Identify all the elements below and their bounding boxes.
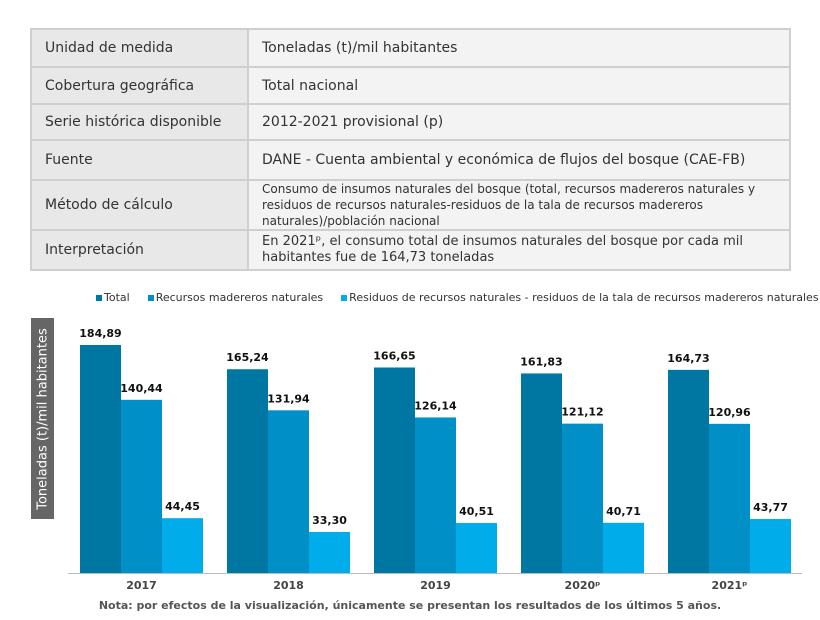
- data-label-total: 164,73: [667, 352, 709, 365]
- data-label-residuos: 44,45: [165, 500, 200, 513]
- data-label-total: 161,83: [520, 355, 562, 368]
- data-label-recursos: 121,12: [561, 406, 603, 419]
- data-label-recursos: 120,96: [708, 406, 751, 419]
- bar-recursos-2: [415, 417, 456, 573]
- bar-recursos-0: [121, 399, 162, 573]
- info-row-fuente: Fuente DANE - Cuenta ambiental y económi…: [30, 139, 791, 181]
- x-tick-label: 2020ᵖ: [565, 579, 601, 592]
- info-value: 2012-2021 provisional (p): [247, 103, 791, 141]
- x-tick-label: 2017: [126, 579, 157, 592]
- data-label-total: 165,24: [226, 351, 269, 364]
- info-value: Consumo de insumos naturales del bosque …: [247, 179, 791, 231]
- info-row-serie: Serie histórica disponible 2012-2021 pro…: [30, 103, 791, 141]
- x-tick-label: 2019: [420, 579, 451, 592]
- legend-swatch-recursos: [147, 294, 154, 301]
- info-value: En 2021ᵖ, el consumo total de insumos na…: [247, 229, 791, 271]
- data-label-residuos: 33,30: [312, 514, 347, 527]
- y-axis-label-box: Toneladas (t)/mil habitantes: [31, 318, 54, 519]
- info-label: Fuente: [30, 139, 249, 181]
- x-tick-label: 2021ᵖ: [712, 579, 748, 592]
- bar-recursos-3: [562, 423, 603, 573]
- chart-note: Nota: por efectos de la visualización, ú…: [98, 599, 722, 612]
- bar-residuos-1: [309, 531, 350, 573]
- bar-residuos-4: [750, 519, 791, 573]
- info-label: Interpretación: [30, 229, 249, 271]
- data-label-residuos: 40,51: [459, 505, 494, 518]
- data-label-total: 166,65: [373, 349, 415, 362]
- info-row-cobertura: Cobertura geográfica Total nacional: [30, 66, 791, 105]
- data-label-residuos: 43,77: [753, 501, 788, 514]
- info-value: DANE - Cuenta ambiental y económica de f…: [247, 139, 791, 181]
- indicator-info-table: Unidad de medida Toneladas (t)/mil habit…: [30, 28, 791, 271]
- info-value: Total nacional: [247, 66, 791, 105]
- info-row-unidad: Unidad de medida Toneladas (t)/mil habit…: [30, 28, 791, 68]
- data-label-total: 184,89: [79, 327, 121, 340]
- info-row-interpretacion: Interpretación En 2021ᵖ, el consumo tota…: [30, 229, 791, 271]
- info-label: Método de cálculo: [30, 179, 249, 231]
- legend-item-recursos: Recursos madereros naturales: [147, 291, 324, 304]
- legend-label: Residuos de recursos naturales - residuo…: [349, 291, 819, 304]
- data-label-recursos: 131,94: [267, 392, 310, 405]
- bar-residuos-0: [162, 518, 203, 573]
- x-tick-label: 2018: [273, 579, 304, 592]
- info-row-metodo: Método de cálculo Consumo de insumos nat…: [30, 179, 791, 231]
- info-value: Toneladas (t)/mil habitantes: [247, 28, 791, 68]
- bar-recursos-4: [709, 423, 750, 573]
- legend-swatch-total: [96, 294, 102, 301]
- legend-swatch-residuos: [341, 294, 348, 301]
- legend-label: Total: [104, 291, 130, 304]
- info-label: Serie histórica disponible: [30, 103, 249, 141]
- bar-total-2: [374, 367, 415, 573]
- chart-legend: Total Recursos madereros naturales Resid…: [96, 291, 819, 304]
- info-label: Cobertura geográfica: [30, 66, 249, 105]
- legend-item-residuos: Residuos de recursos naturales - residuo…: [341, 291, 819, 304]
- legend-item-total: Total: [96, 291, 130, 304]
- info-label: Unidad de medida: [30, 28, 249, 68]
- data-label-residuos: 40,71: [606, 505, 641, 518]
- data-label-recursos: 140,44: [120, 382, 163, 395]
- legend-label: Recursos madereros naturales: [155, 291, 324, 304]
- data-label-recursos: 126,14: [414, 399, 457, 412]
- bar-recursos-1: [268, 410, 309, 573]
- bar-total-4: [668, 369, 709, 573]
- bar-residuos-3: [603, 522, 644, 573]
- bar-total-0: [80, 345, 121, 573]
- bar-total-3: [521, 373, 562, 573]
- bar-total-1: [227, 369, 268, 573]
- bar-residuos-2: [456, 523, 497, 573]
